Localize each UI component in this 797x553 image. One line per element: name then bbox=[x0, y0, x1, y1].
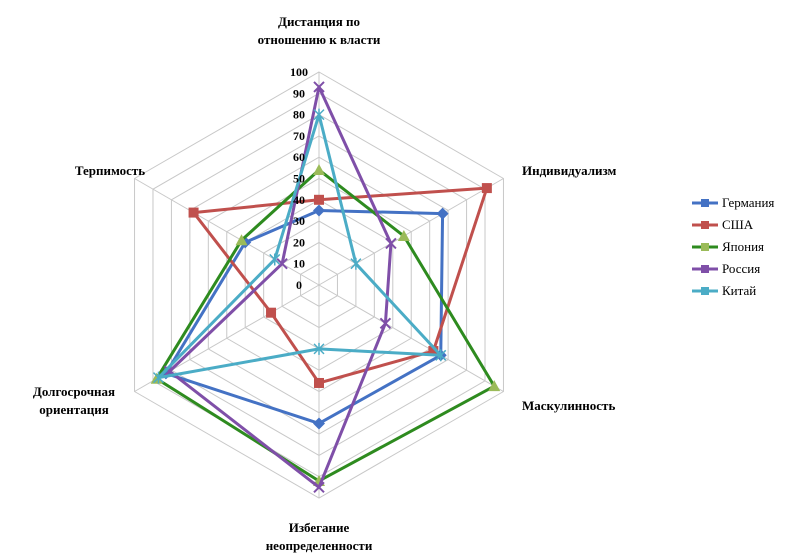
legend-item: Япония bbox=[690, 236, 774, 258]
tick-label: 10 bbox=[293, 257, 305, 271]
data-point bbox=[313, 163, 325, 175]
data-point bbox=[313, 342, 325, 355]
grid-spoke bbox=[134, 178, 320, 286]
tick-label: 80 bbox=[293, 108, 305, 122]
legend-item: Германия bbox=[690, 192, 774, 214]
data-point bbox=[379, 317, 392, 330]
legend-swatch bbox=[692, 221, 718, 229]
data-point bbox=[481, 183, 492, 194]
legend-swatch bbox=[692, 287, 718, 295]
axis-label: Дистанция по bbox=[278, 14, 360, 29]
legend-swatch bbox=[692, 265, 718, 273]
data-point bbox=[276, 257, 288, 270]
axis-label: ориентация bbox=[39, 402, 109, 417]
series-line bbox=[168, 85, 393, 489]
axis-label: неопределенности bbox=[266, 538, 373, 553]
legend-label: Германия bbox=[722, 195, 775, 210]
tick-label: 0 bbox=[296, 278, 302, 292]
tick-label: 70 bbox=[293, 129, 305, 143]
tick-label: 40 bbox=[293, 193, 305, 207]
axis-label: отношению к власти bbox=[258, 32, 381, 47]
tick-label: 50 bbox=[293, 172, 305, 186]
tick-label: 60 bbox=[293, 150, 305, 164]
data-point bbox=[313, 481, 325, 494]
axis-label: Индивидуализм bbox=[522, 163, 617, 178]
tick-label: 30 bbox=[293, 214, 305, 228]
legend-label: Япония bbox=[722, 239, 765, 254]
axis-label: Долгосрочная bbox=[33, 384, 115, 399]
data-point bbox=[314, 377, 324, 388]
tick-label: 90 bbox=[293, 86, 305, 100]
data-point bbox=[385, 237, 397, 250]
data-point bbox=[313, 108, 325, 121]
data-point bbox=[313, 204, 325, 217]
legend-label: Китай bbox=[722, 283, 757, 298]
data-point bbox=[269, 253, 281, 266]
legend-item: Китай bbox=[690, 280, 774, 302]
data-point bbox=[313, 417, 325, 430]
axis-label: Терпимость bbox=[75, 163, 145, 178]
data-point bbox=[313, 81, 325, 93]
data-point bbox=[436, 207, 449, 220]
legend-item: США bbox=[690, 214, 774, 236]
axis-label: Маскулинность bbox=[522, 398, 615, 413]
data-point bbox=[150, 372, 163, 384]
tick-label: 20 bbox=[293, 235, 305, 249]
data-point bbox=[350, 257, 362, 270]
grid-spoke bbox=[318, 284, 504, 392]
legend-label: Россия bbox=[722, 261, 761, 276]
data-point bbox=[188, 207, 199, 218]
tick-label: 100 bbox=[290, 65, 308, 79]
data-point bbox=[397, 230, 410, 242]
grid-spoke bbox=[318, 178, 504, 286]
legend: Германия США Япония Россия Китай bbox=[690, 192, 774, 302]
legend-label: США bbox=[722, 217, 754, 232]
data-point bbox=[428, 346, 439, 357]
axis-label: Избегание bbox=[289, 520, 350, 535]
legend-swatch bbox=[692, 243, 718, 251]
legend-item: Россия bbox=[690, 258, 774, 280]
data-point bbox=[152, 371, 165, 384]
data-point bbox=[488, 380, 501, 392]
data-point bbox=[314, 194, 324, 205]
data-point bbox=[266, 307, 277, 318]
data-point bbox=[435, 349, 447, 362]
data-point bbox=[235, 234, 248, 246]
legend-swatch bbox=[692, 199, 718, 207]
